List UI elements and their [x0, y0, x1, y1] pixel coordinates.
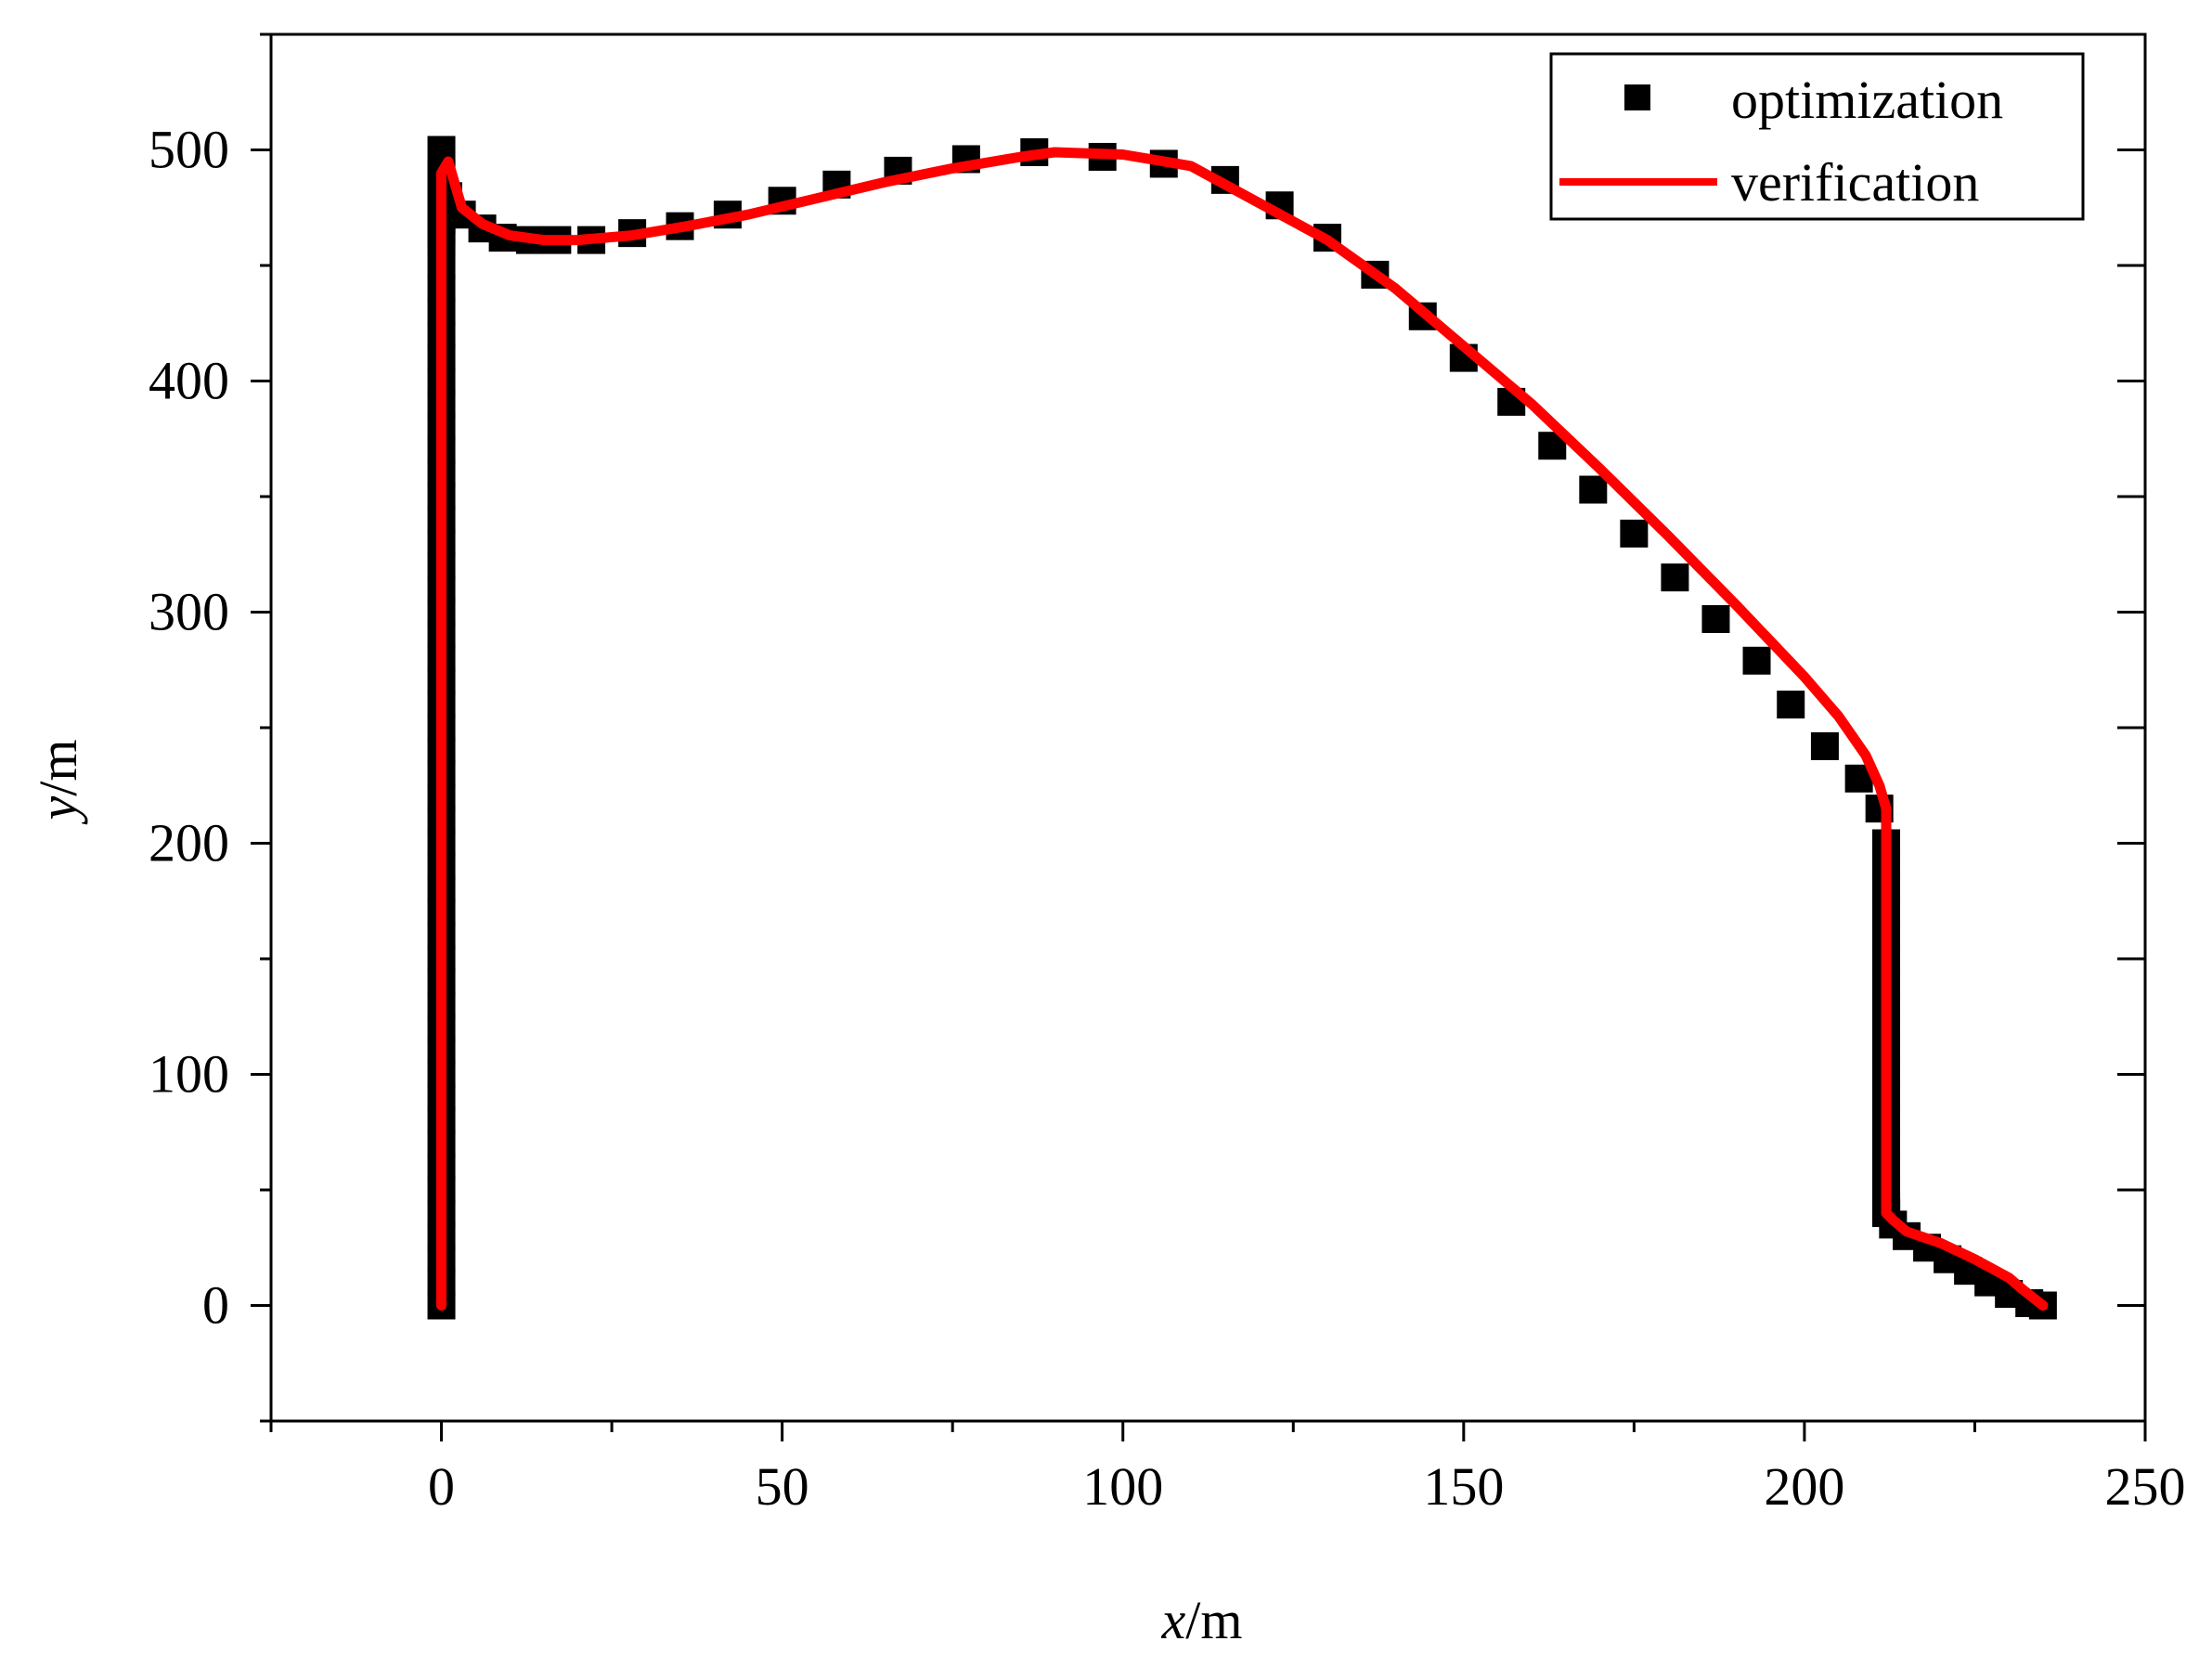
y-tick-label: 500 — [149, 120, 229, 180]
y-tick-label: 300 — [149, 582, 229, 642]
optimization-point — [1777, 691, 1805, 719]
x-tick-label: 0 — [428, 1456, 455, 1517]
verification-line-layer — [436, 147, 2049, 1311]
tick-labels: 0 50 100 150 200 250 0 100 200 300 400 500 — [149, 120, 2186, 1518]
x-axis-label: x/m — [1161, 1590, 1243, 1650]
x-tick-label: 100 — [1082, 1456, 1163, 1517]
legend: optimization verification — [1549, 52, 2085, 221]
y-tick-label: 100 — [149, 1044, 229, 1105]
legend-box — [1549, 52, 2085, 221]
tick-marks — [251, 32, 2147, 1441]
optimization-point — [1742, 646, 1771, 675]
legend-label-optimization: optimization — [1731, 70, 2003, 130]
verification-line — [436, 147, 2049, 1311]
optimization-point — [1701, 604, 1730, 633]
optimization-point — [1579, 475, 1608, 504]
x-tick-label: 50 — [756, 1456, 809, 1517]
x-axis-label-unit: /m — [1185, 1590, 1242, 1650]
optimization-point — [1810, 731, 1839, 760]
legend-marker-optimization — [1624, 84, 1650, 110]
y-tick-label: 0 — [202, 1275, 229, 1336]
y-axis-label: y/m — [28, 740, 88, 825]
y-axis-label-unit: /m — [28, 740, 88, 796]
x-tick-label: 200 — [1764, 1456, 1844, 1517]
y-tick-label: 400 — [149, 351, 229, 411]
x-axis-label-var: x — [1161, 1590, 1186, 1650]
legend-label-verification: verification — [1731, 152, 1979, 213]
x-tick-label: 250 — [2105, 1456, 2186, 1517]
x-tick-label: 150 — [1423, 1456, 1504, 1517]
optimization-point — [1620, 519, 1649, 548]
y-axis-label-var: y — [28, 795, 88, 824]
y-tick-label: 200 — [149, 813, 229, 873]
optimization-point — [1661, 563, 1689, 592]
